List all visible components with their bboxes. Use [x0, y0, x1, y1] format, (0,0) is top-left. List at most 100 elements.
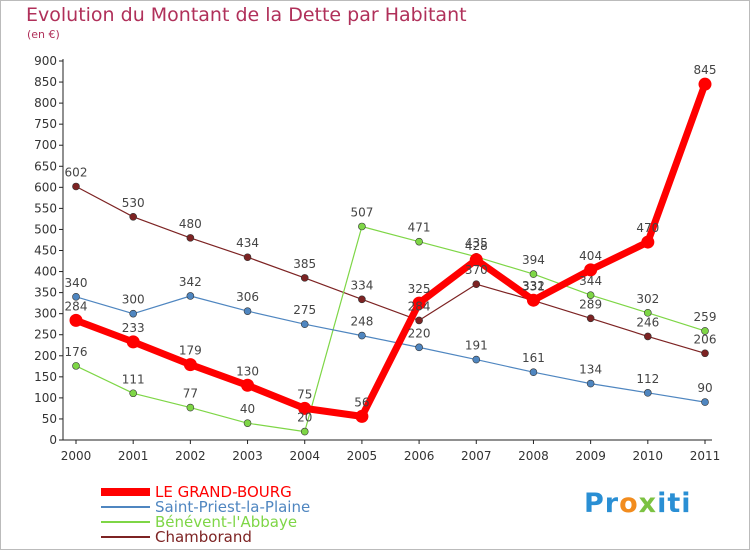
data-point [584, 263, 598, 277]
series-line-2 [75, 225, 706, 433]
data-point [298, 401, 312, 415]
data-point [300, 320, 309, 328]
data-label: 325 [408, 282, 431, 296]
data-label: 470 [636, 221, 659, 235]
data-label: 284 [408, 299, 431, 313]
data-label: 259 [694, 310, 717, 324]
data-point [186, 403, 195, 412]
series-line-3 [75, 185, 706, 354]
data-point [701, 398, 709, 406]
data-point [129, 309, 137, 318]
data-point [69, 313, 83, 327]
data-point [355, 409, 369, 423]
data-label: 246 [636, 315, 659, 329]
data-point [469, 253, 483, 267]
data-label: 176 [65, 345, 88, 359]
data-label: 507 [350, 205, 373, 219]
data-point [129, 213, 137, 221]
data-label: 471 [408, 221, 431, 235]
x-tick-label: 2009 [575, 449, 606, 463]
data-label: 435 [465, 236, 488, 250]
chart-unit: (en €) [27, 28, 60, 41]
y-tick-label: 700 [34, 138, 57, 152]
data-point [644, 389, 652, 397]
y-tick-label: 650 [34, 159, 57, 173]
data-point [126, 335, 140, 349]
data-point [529, 368, 538, 377]
y-tick-label: 300 [34, 307, 57, 321]
data-label: 90 [697, 381, 712, 395]
data-point [358, 222, 366, 231]
data-point [72, 182, 80, 191]
data-label: 332 [522, 279, 545, 293]
data-label: 179 [179, 344, 202, 358]
data-point [243, 307, 252, 315]
y-tick-label: 900 [34, 54, 57, 68]
x-tick-label: 2010 [633, 449, 664, 463]
data-point [586, 291, 595, 299]
y-tick-label: 250 [34, 328, 57, 342]
y-tick-label: 150 [34, 370, 57, 384]
data-label: 530 [122, 196, 145, 210]
legend-label: Chamborand [155, 528, 252, 546]
data-label: 275 [293, 303, 316, 317]
data-point [526, 293, 540, 307]
y-tick-label: 400 [34, 265, 57, 279]
data-point [644, 332, 652, 341]
data-point [586, 379, 595, 388]
x-tick-label: 2008 [518, 449, 549, 463]
data-label: 111 [122, 372, 145, 386]
y-tick-label: 500 [34, 222, 57, 236]
y-tick-label: 750 [34, 117, 57, 131]
data-point [358, 331, 366, 340]
data-point [243, 253, 252, 262]
data-label: 289 [579, 297, 602, 311]
data-label: 161 [522, 351, 545, 365]
data-point [300, 274, 309, 282]
data-point [472, 355, 481, 364]
series-line-1 [75, 295, 706, 403]
data-label: 134 [579, 363, 602, 377]
data-label: 40 [240, 402, 255, 416]
data-label: 112 [636, 372, 659, 386]
x-tick-label: 2002 [175, 449, 206, 463]
x-tick-label: 2003 [232, 449, 263, 463]
data-point [300, 427, 309, 436]
data-label: 845 [694, 63, 717, 77]
data-point [358, 295, 366, 304]
data-label: 334 [350, 278, 373, 292]
data-point [586, 314, 595, 323]
data-point [701, 349, 709, 358]
x-tick-label: 2006 [404, 449, 435, 463]
data-label: 306 [236, 290, 259, 304]
data-label: 404 [579, 249, 602, 263]
data-label: 428 [465, 239, 488, 253]
x-tick-label: 2011 [690, 449, 721, 463]
chart-title: Evolution du Montant de la Dette par Hab… [26, 4, 467, 26]
legend-label: LE GRAND-BOURG [155, 483, 292, 501]
proxiti-logo: Proxiti [584, 488, 692, 519]
y-tick-label: 850 [34, 75, 57, 89]
data-point [644, 309, 652, 317]
data-label: 206 [694, 332, 717, 346]
x-tick-label: 2007 [461, 449, 492, 463]
legend-label: Bénévent-l'Abbaye [155, 513, 297, 531]
data-label: 248 [350, 315, 373, 329]
data-label: 394 [522, 253, 545, 267]
x-tick-label: 2004 [289, 449, 320, 463]
data-label: 344 [579, 274, 602, 288]
x-tick-label: 2005 [347, 449, 378, 463]
y-tick-label: 200 [34, 349, 57, 363]
y-tick-label: 450 [34, 244, 57, 258]
data-label: 20 [297, 411, 312, 425]
data-point [415, 343, 423, 352]
y-tick-label: 550 [34, 201, 57, 215]
data-label: 191 [465, 339, 488, 353]
data-label: 300 [122, 293, 145, 307]
data-point [241, 378, 255, 392]
data-label: 342 [179, 275, 202, 289]
data-point [243, 419, 252, 427]
